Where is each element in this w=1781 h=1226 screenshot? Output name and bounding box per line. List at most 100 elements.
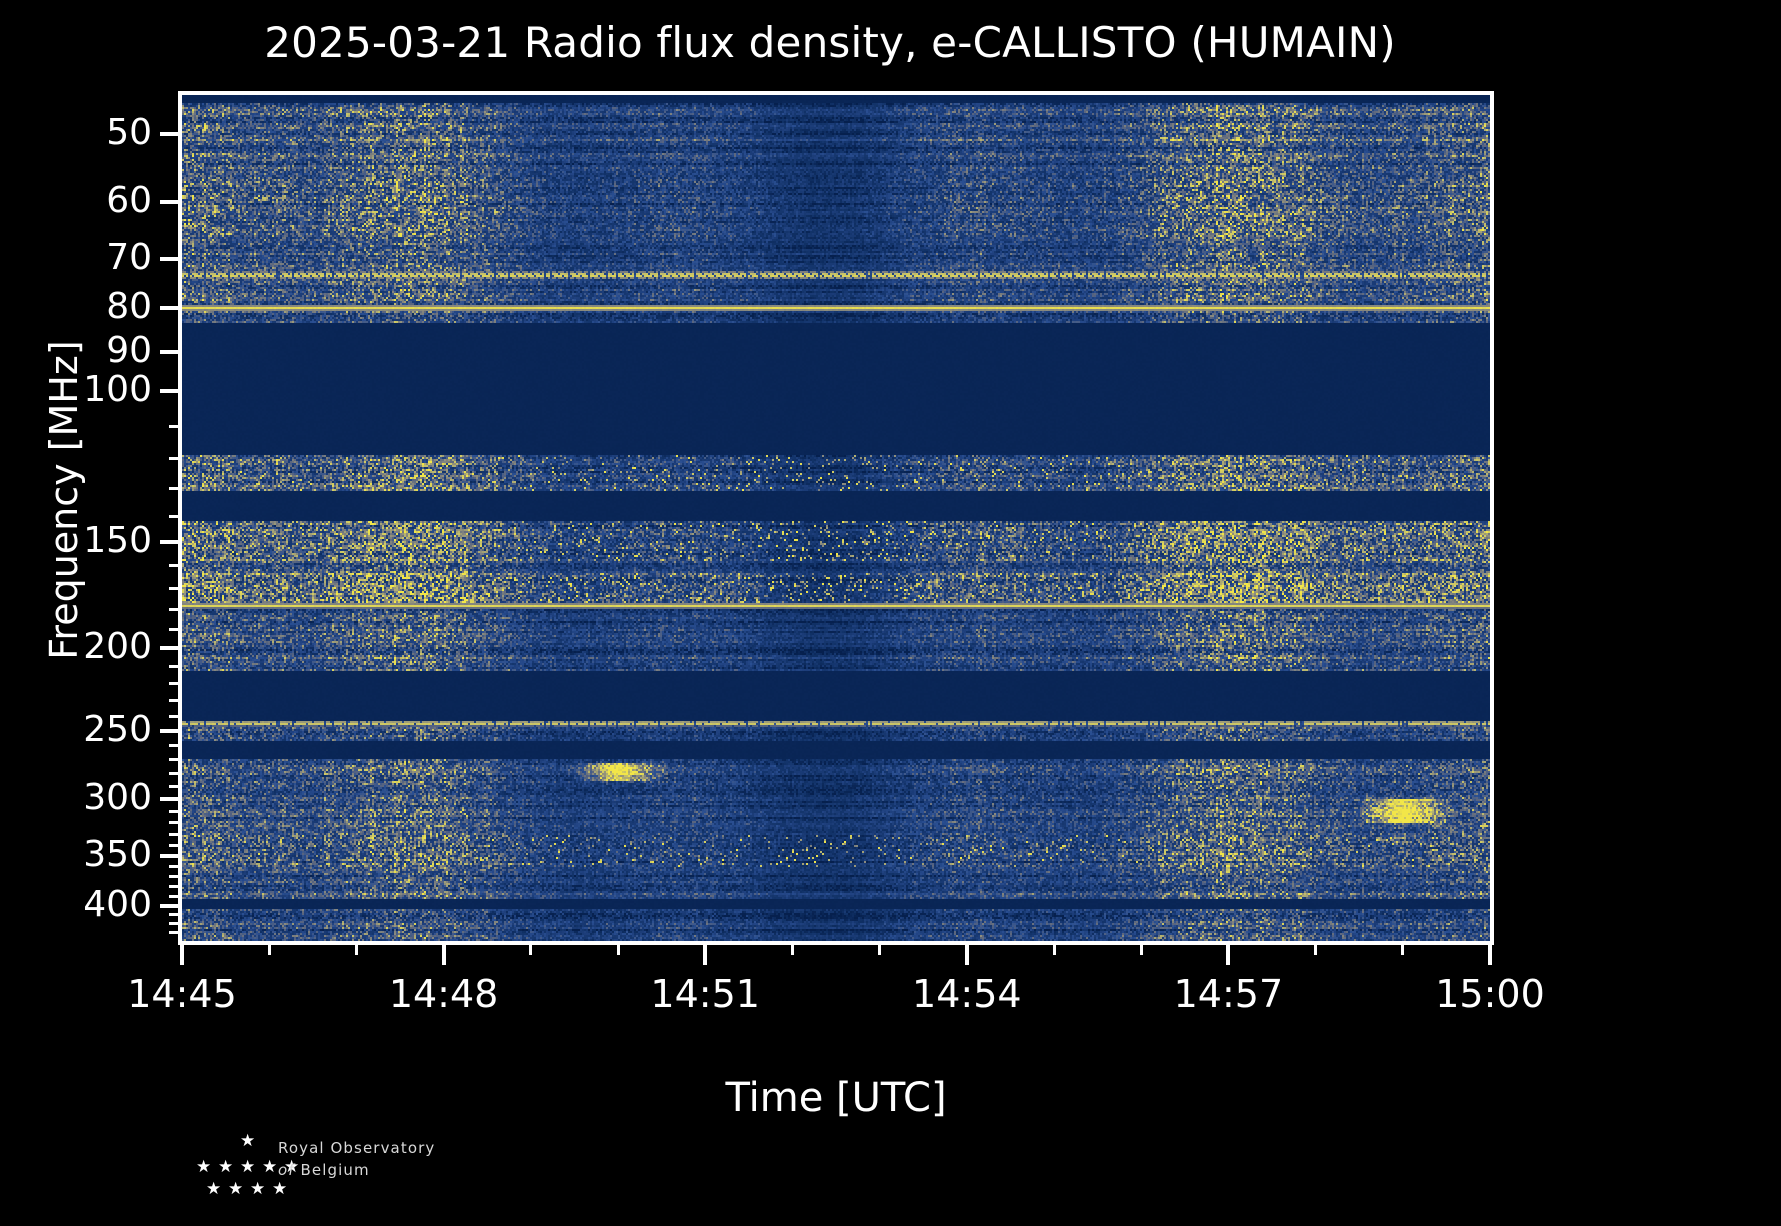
y-minor-tick (169, 564, 182, 568)
y-minor-tick (169, 665, 182, 669)
y-minor-tick (169, 457, 182, 461)
x-tick-14-54 (964, 941, 969, 965)
y-tick-label-100: 100 (83, 369, 152, 411)
x-axis-label: Time [UTC] (725, 1075, 947, 1121)
y-tick-400 (160, 903, 182, 908)
x-minor-tick (790, 941, 794, 955)
y-minor-tick (169, 682, 182, 686)
star-icon: ★ (284, 1157, 300, 1177)
y-tick-label-350: 350 (83, 834, 152, 876)
y-minor-tick (169, 425, 182, 429)
y-minor-tick (169, 865, 182, 869)
y-tick-label-150: 150 (83, 519, 152, 561)
y-minor-tick (169, 714, 182, 718)
axis-spine-right (1490, 95, 1494, 945)
x-tick-label-14-54: 14:54 (912, 972, 1022, 1016)
star-icon: ★ (262, 1157, 278, 1177)
x-minor-tick (878, 941, 882, 955)
royal-observatory-logo: ★ ★ ★ ★ ★ ★ ★ ★ ★ ★ Royal Observatory of Belgium (178, 1133, 598, 1213)
star-icon: ★ (196, 1157, 212, 1177)
x-tick-14-45 (180, 941, 184, 965)
logo-stars-icon: ★ ★ ★ ★ ★ ★ ★ ★ ★ ★ (178, 1131, 338, 1199)
x-minor-tick (1052, 941, 1056, 955)
star-icon: ★ (228, 1179, 244, 1199)
x-minor-tick (1401, 941, 1405, 955)
y-tick-70 (160, 256, 182, 261)
x-tick-label-14-51: 14:51 (650, 972, 760, 1016)
y-tick-label-90: 90 (106, 330, 152, 372)
logo-line-2: of Belgium (278, 1161, 578, 1179)
y-minor-tick (169, 894, 182, 898)
y-minor-tick (169, 586, 182, 590)
y-tick-250 (160, 729, 182, 734)
x-tick-14-57 (1226, 941, 1231, 965)
logo-text: Royal Observatory of Belgium (278, 1139, 578, 1179)
y-minor-tick (169, 698, 182, 702)
y-tick-label-300: 300 (83, 776, 152, 818)
y-tick-label-70: 70 (106, 236, 152, 278)
y-minor-tick (169, 771, 182, 775)
x-minor-tick (1139, 941, 1143, 955)
y-minor-tick (169, 758, 182, 762)
y-minor-tick (169, 627, 182, 631)
star-icon: ★ (240, 1157, 256, 1177)
x-tick-14-48 (441, 941, 446, 965)
y-minor-tick (169, 744, 182, 748)
axis-spine-top (178, 91, 1494, 95)
spectrogram-plot (182, 95, 1490, 941)
x-tick-14-51 (703, 941, 708, 965)
page-title: 2025-03-21 Radio flux density, e-CALLIST… (264, 18, 1396, 67)
y-minor-tick (169, 784, 182, 788)
y-tick-label-250: 250 (83, 709, 152, 751)
axis-spine-left (178, 95, 182, 945)
y-minor-tick (169, 922, 182, 926)
logo-line-1: Royal Observatory (278, 1139, 436, 1157)
y-tick-350 (160, 854, 182, 859)
y-tick-60 (160, 199, 182, 204)
x-minor-tick (616, 941, 620, 955)
star-icon: ★ (206, 1179, 222, 1199)
y-minor-tick (169, 832, 182, 836)
y-tick-label-60: 60 (106, 179, 152, 221)
y-minor-tick (169, 487, 182, 491)
x-tick-15-00 (1488, 941, 1492, 965)
y-tick-90 (160, 350, 182, 355)
y-tick-label-50: 50 (106, 112, 152, 154)
logo-of-word: of (278, 1161, 295, 1179)
logo-country: Belgium (300, 1161, 370, 1179)
y-minor-tick (169, 607, 182, 611)
y-minor-tick (169, 514, 182, 518)
y-axis-label: Frequency [MHz] (42, 340, 86, 660)
spectrogram-image (182, 95, 1490, 941)
x-minor-tick (529, 941, 533, 955)
y-minor-tick (169, 913, 182, 917)
y-tick-300 (160, 796, 182, 801)
y-minor-tick (169, 930, 182, 934)
y-tick-label-80: 80 (106, 286, 152, 328)
x-minor-tick (1314, 941, 1318, 955)
y-tick-label-400: 400 (83, 883, 152, 925)
star-icon: ★ (240, 1131, 256, 1151)
y-minor-tick (169, 885, 182, 889)
axis-spine-bottom (178, 941, 1494, 945)
y-tick-100 (160, 389, 182, 394)
y-tick-200 (160, 646, 182, 651)
star-icon: ★ (218, 1157, 234, 1177)
x-minor-tick (354, 941, 358, 955)
x-tick-label-15-00: 15:00 (1435, 972, 1545, 1016)
y-tick-80 (160, 306, 182, 311)
y-minor-tick (169, 843, 182, 847)
x-tick-label-14-45: 14:45 (127, 972, 237, 1016)
y-tick-50 (160, 132, 182, 137)
y-tick-label-200: 200 (83, 626, 152, 668)
star-icon: ★ (272, 1179, 288, 1199)
y-minor-tick (169, 809, 182, 813)
y-minor-tick (169, 821, 182, 825)
x-tick-label-14-57: 14:57 (1173, 972, 1284, 1016)
star-icon: ★ (250, 1179, 266, 1199)
x-minor-tick (267, 941, 271, 955)
y-tick-150 (160, 539, 182, 544)
y-minor-tick (169, 875, 182, 879)
x-tick-label-14-48: 14:48 (388, 972, 499, 1016)
